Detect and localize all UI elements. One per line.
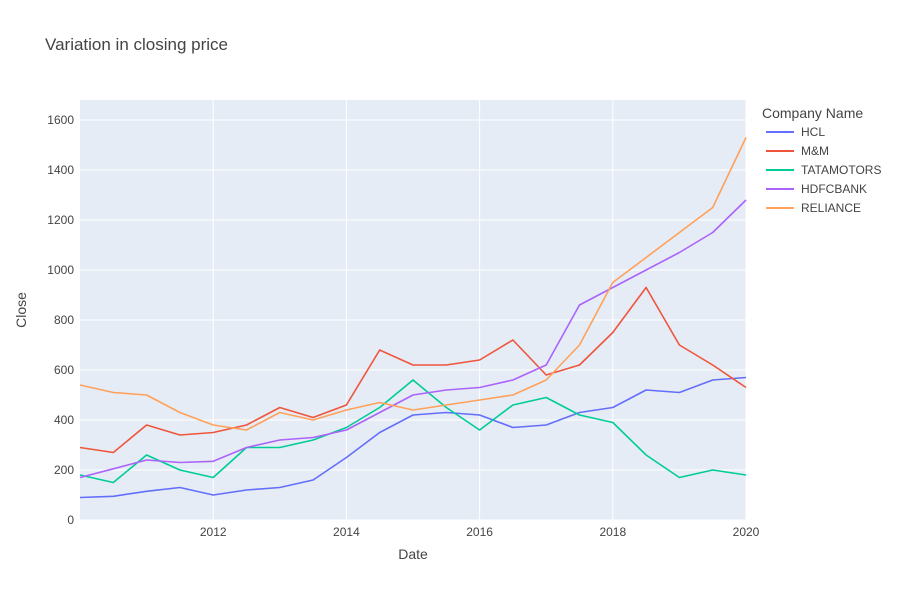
x-tick-label: 2012 xyxy=(200,525,227,539)
legend-label-hcl: HCL xyxy=(801,125,825,139)
y-tick-label: 1000 xyxy=(47,263,74,277)
y-tick-label: 200 xyxy=(54,463,74,477)
legend-label-hdfcbank: HDFCBANK xyxy=(801,182,867,196)
series-line-hcl xyxy=(79,376,747,499)
grid-lines xyxy=(80,100,747,521)
y-tick-label: 1400 xyxy=(47,163,74,177)
x-axis-title: Date xyxy=(398,546,428,562)
series-line-tatamotors xyxy=(79,379,747,484)
x-tick-label: 2018 xyxy=(599,525,626,539)
y-tick-label: 1600 xyxy=(47,113,74,127)
legend-label-tatamotors: TATAMOTORS xyxy=(801,163,881,177)
series-line-hdfcbank xyxy=(79,199,747,479)
series-line-reliance xyxy=(79,137,747,431)
y-tick-label: 800 xyxy=(54,313,74,327)
x-tick-label: 2020 xyxy=(733,525,760,539)
chart-title: Variation in closing price xyxy=(45,35,228,54)
x-tick-label: 2014 xyxy=(333,525,360,539)
legend-title: Company Name xyxy=(762,105,863,121)
x-tick-label: 2016 xyxy=(466,525,493,539)
y-tick-label: 600 xyxy=(54,363,74,377)
series-lines xyxy=(79,137,747,499)
plot-area xyxy=(80,100,746,520)
x-axis-ticks: 2012 2014 2016 2018 2020 xyxy=(200,525,760,539)
y-axis-title: Close xyxy=(13,292,29,328)
legend-label-m-m: M&M xyxy=(801,144,829,158)
legend: Company Name HCL M&M TATAMOTORS HDFCBANK REL… xyxy=(762,105,881,215)
series-line-m-m xyxy=(79,286,747,454)
y-tick-label: 400 xyxy=(54,413,74,427)
legend-label-reliance: RELIANCE xyxy=(801,201,861,215)
y-tick-label: 1200 xyxy=(47,213,74,227)
y-axis-ticks: 0 200 400 600 800 1000 1200 1400 1600 xyxy=(47,113,74,527)
y-tick-label: 0 xyxy=(67,513,74,527)
